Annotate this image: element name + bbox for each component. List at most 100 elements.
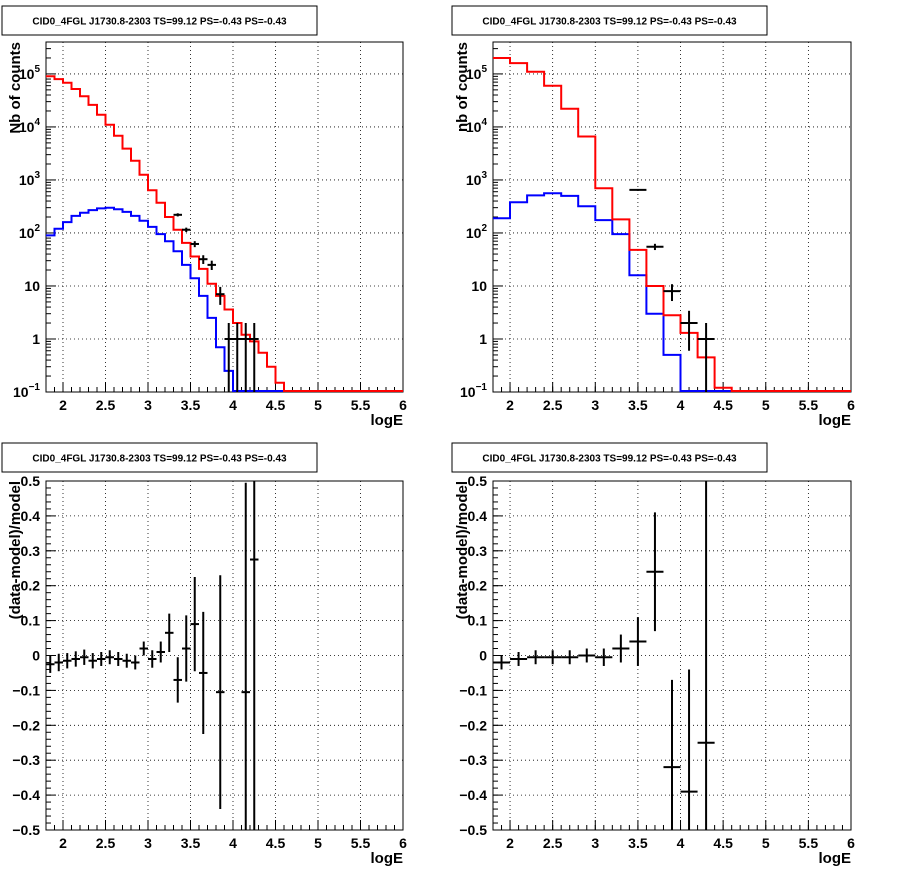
- data-point: [544, 650, 562, 665]
- y-axis-label: (data-model)/model: [454, 481, 471, 619]
- x-tick-label: 2.5: [96, 835, 116, 851]
- data-point: [80, 649, 89, 665]
- data-point: [233, 323, 242, 392]
- data-point: [173, 213, 182, 217]
- y-tick-label: 0.5: [21, 473, 41, 489]
- y-tick-label: −0.2: [459, 717, 487, 733]
- chart-counts-left: CID0_4FGL J1730.8-2303 TS=99.12 PS=-0.43…: [1, 5, 407, 429]
- x-tick-label: 5: [314, 397, 322, 413]
- data-point: [199, 611, 208, 735]
- y-tick-label: −0.5: [459, 822, 487, 838]
- data-point: [182, 615, 191, 682]
- y-tick-label: 0.2: [468, 578, 488, 594]
- x-tick-label: 5.5: [799, 835, 819, 851]
- chart-residuals-right: CID0_4FGL J1730.8-2303 TS=99.12 PS=-0.43…: [451, 442, 855, 867]
- y-tick-label: −0.4: [12, 787, 40, 803]
- data-point: [663, 284, 681, 302]
- title-box: [1, 5, 318, 36]
- data-point: [697, 481, 715, 830]
- data-point: [578, 648, 596, 663]
- x-tick-label: 6: [399, 397, 407, 413]
- data-point: [216, 575, 225, 810]
- x-tick-label: 2.5: [96, 397, 116, 413]
- data-point: [71, 651, 80, 667]
- title-box: [451, 442, 768, 473]
- y-axis-label: nb of counts: [454, 42, 471, 132]
- y-tick-label: 1: [479, 331, 487, 347]
- data-point: [629, 617, 647, 666]
- y-tick-label: 105: [19, 64, 41, 82]
- x-tick-label: 2: [506, 835, 514, 851]
- data-point: [190, 241, 199, 248]
- y-tick-label: 102: [19, 223, 41, 241]
- y-tick-label: −0.2: [12, 717, 40, 733]
- x-tick-label: 4: [229, 397, 237, 413]
- data-point: [88, 653, 97, 669]
- x-tick-label: 2.5: [543, 835, 563, 851]
- plot-frame: [45, 480, 404, 831]
- data-point: [46, 655, 55, 673]
- data-point: [182, 227, 191, 233]
- y-tick-label: 104: [19, 117, 41, 135]
- y-axis-label: Nb of counts: [7, 42, 24, 134]
- y-tick-label: 0.1: [468, 613, 488, 629]
- x-tick-label: 4.5: [266, 397, 286, 413]
- data-point: [105, 650, 114, 665]
- data-point: [241, 323, 250, 392]
- model-histogram: [46, 75, 403, 392]
- x-tick-label: 4: [229, 835, 237, 851]
- data-point: [207, 260, 216, 271]
- y-tick-label: 0.3: [468, 543, 488, 559]
- chart-title: CID0_4FGL J1730.8-2303 TS=99.12 PS=-0.43…: [32, 454, 287, 465]
- y-tick-label: 0: [32, 648, 40, 664]
- data-point: [156, 641, 165, 663]
- data-point: [250, 323, 259, 392]
- y-tick-label: −0.1: [459, 682, 487, 698]
- x-tick-label: 5.5: [351, 835, 371, 851]
- chart-counts-right: CID0_4FGL J1730.8-2303 TS=99.12 PS=-0.43…: [451, 5, 855, 429]
- data-point: [493, 655, 511, 670]
- data-point: [680, 669, 698, 830]
- x-tick-label: 6: [847, 397, 855, 413]
- x-tick-label: 3: [591, 835, 599, 851]
- data-point: [646, 243, 664, 251]
- model-histogram: [493, 57, 851, 392]
- x-tick-label: 4.5: [713, 397, 733, 413]
- x-tick-label: 5.5: [351, 397, 371, 413]
- y-tick-label: 103: [466, 170, 488, 188]
- chart-title: CID0_4FGL J1730.8-2303 TS=99.12 PS=-0.43…: [482, 454, 737, 465]
- y-tick-label: 10: [471, 278, 487, 294]
- data-point: [561, 650, 579, 665]
- chart-title: CID0_4FGL J1730.8-2303 TS=99.12 PS=-0.43…: [482, 17, 737, 28]
- data-point: [216, 286, 225, 305]
- data-point: [114, 652, 123, 666]
- data-point: [646, 512, 664, 632]
- x-tick-label: 4.5: [713, 835, 733, 851]
- data-point: [612, 634, 630, 663]
- x-tick-label: 6: [847, 835, 855, 851]
- data-point: [663, 679, 681, 830]
- y-tick-label: 0.2: [21, 578, 41, 594]
- data-point: [165, 613, 174, 653]
- x-tick-label: 3: [144, 835, 152, 851]
- data-point: [54, 653, 63, 672]
- x-tick-label: 2: [59, 835, 67, 851]
- y-tick-label: 0.4: [21, 508, 41, 524]
- x-tick-label: 2: [59, 397, 67, 413]
- x-tick-label: 3.5: [181, 397, 201, 413]
- data-point: [629, 188, 647, 191]
- y-tick-label: 1: [32, 331, 40, 347]
- plot-frame: [492, 41, 852, 393]
- data-point: [510, 652, 528, 666]
- y-tick-label: 10: [24, 278, 40, 294]
- y-tick-label: −0.1: [12, 682, 40, 698]
- y-tick-label: 10−1: [13, 382, 40, 400]
- x-tick-label: 5: [314, 835, 322, 851]
- data-point: [595, 648, 613, 666]
- x-tick-label: 3.5: [628, 835, 648, 851]
- chart-title: CID0_4FGL J1730.8-2303 TS=99.12 PS=-0.43…: [32, 17, 287, 28]
- y-axis-label: (data-model)/model: [7, 481, 24, 619]
- x-axis-label: logE: [819, 412, 852, 429]
- data-point: [697, 323, 715, 392]
